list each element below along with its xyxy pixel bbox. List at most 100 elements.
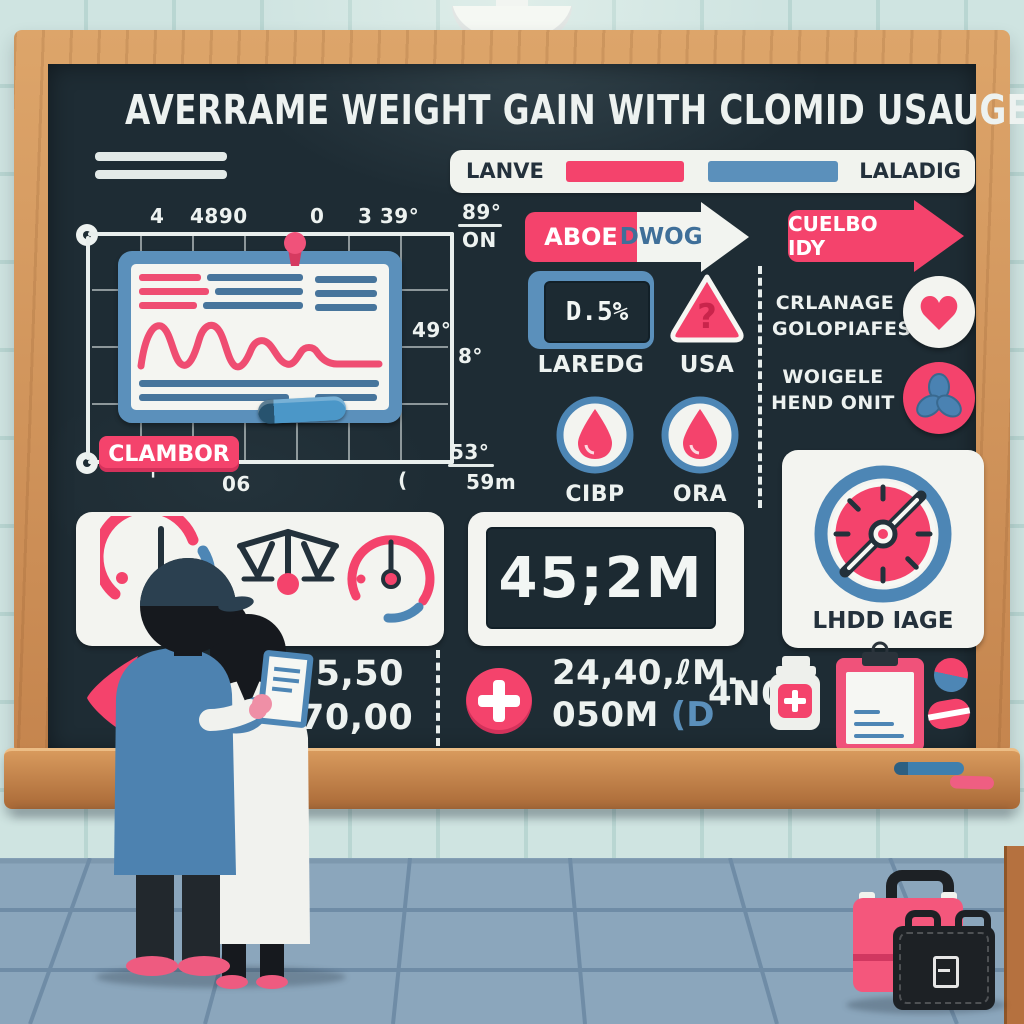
cross-icon: [784, 690, 806, 712]
gauge-icon: [814, 465, 952, 603]
chart-axis-top: [88, 232, 454, 236]
flow-arrow-stage-1: ABOE: [525, 212, 637, 262]
legend-left-label: LANVE: [466, 159, 544, 183]
display-label: LAREDG: [537, 352, 645, 378]
briefcase-icon: [893, 910, 995, 1010]
paper-line: [139, 274, 201, 281]
axis-bottom-tick: ': [150, 468, 157, 492]
gauge-b-icon: [347, 535, 435, 623]
chart-card-paper: [131, 264, 389, 410]
axis-right-value-4: 59m: [466, 470, 517, 494]
plus-icon: [478, 680, 520, 722]
axis-tick-label: 3 39°: [358, 204, 420, 228]
trend-line-icon: [137, 321, 383, 371]
main-value-display: 45;2M: [486, 527, 716, 629]
warning-triangle-icon: ?: [670, 274, 744, 343]
side-item-1-line-1: CRLANAGE: [775, 292, 895, 314]
corner-underline: [458, 224, 502, 227]
side-item-2-line-2: HEND ONIT: [771, 392, 895, 414]
plus-badge: [466, 668, 532, 734]
paper-line: [139, 302, 197, 309]
legend-blue-swatch: [708, 161, 838, 182]
axis-corner-label: ON: [462, 228, 497, 252]
warning-label: USA: [679, 352, 735, 378]
paper-line: [139, 394, 289, 401]
paper-line: [215, 288, 303, 295]
paper-line: [203, 302, 303, 309]
axis-bottom-tick: (: [398, 468, 408, 492]
legend-right-label: LALADIG: [859, 159, 961, 183]
briefcase-buckle: [933, 956, 959, 988]
man-figure: [114, 558, 269, 976]
man-hand: [252, 694, 272, 714]
people-figures: [114, 558, 314, 989]
dashed-divider-mid: [758, 266, 762, 508]
axis-bottom-tick: 06: [222, 472, 251, 496]
chart-axis-right: [450, 232, 454, 464]
title-underline-1: [95, 152, 227, 161]
marker-pen-icon: [257, 395, 347, 425]
side-item-2-line-1: WOIGELE: [782, 366, 884, 388]
drop-label-1: CIBP: [565, 482, 625, 507]
dashed-divider-bottom: [436, 650, 440, 746]
pills-badge: [903, 362, 975, 434]
heart-badge: [903, 276, 975, 348]
panel-divider: [450, 515, 463, 643]
flow-arrow-stage-2: DWOGE: [620, 212, 718, 262]
gauge-card-label: LHDD IAGE: [812, 608, 954, 634]
briefcase-handle: [955, 910, 991, 935]
clipboard-icon: [836, 641, 926, 752]
dose-line-2: 050M (D: [552, 694, 714, 736]
axis-right-value-2: 8°: [458, 344, 483, 368]
axis-tick-label: 0: [310, 204, 325, 228]
drop-label-2: ORA: [672, 482, 728, 507]
briefcase-body: [893, 926, 995, 1010]
question-mark-glyph: ?: [697, 297, 717, 337]
paper-line: [315, 290, 377, 297]
paper-line: [139, 288, 209, 295]
axis-tick-label: 4890: [190, 204, 248, 228]
paper-line: [207, 274, 303, 281]
heart-icon: [920, 296, 958, 330]
legend-bar: LANVE LALADIG: [450, 150, 975, 193]
value-pair-line-1: 5,50: [315, 654, 404, 694]
legend-pink-swatch: [566, 161, 684, 182]
handheld-clipboard-icon: [256, 650, 314, 728]
chart-axis-left: [86, 236, 90, 460]
chart-badge: CLAMBOR: [99, 436, 239, 472]
pill-bottle-icon: [768, 656, 822, 730]
paper-line: [315, 394, 377, 401]
drop-icon: [556, 396, 634, 474]
title-underline-2: [95, 170, 227, 179]
chart-axis-bottom: [88, 460, 454, 464]
axis-tick-label: 4: [150, 204, 165, 228]
axis-corner-dot-top: [76, 224, 98, 246]
briefcase-stitching: [899, 932, 989, 1004]
headline-arrow: CUELBO IDY: [788, 210, 914, 262]
bottom-corner-underline: [448, 464, 494, 467]
drop-icon: [661, 396, 739, 474]
paper-line: [315, 276, 377, 283]
side-item-1-line-2: GOLOPIAFES: [772, 318, 912, 340]
woman-sleeve: [199, 699, 261, 731]
dose-line-2-suffix: (D: [670, 695, 715, 735]
board-title: AVERRAME WEIGHT GAIN WITH CLOMID USAUGE: [125, 86, 1024, 134]
tray-chalk-icon: [949, 775, 995, 790]
paper-line: [315, 304, 377, 311]
axis-right-value-3: 53°: [450, 440, 490, 464]
paper-line: [139, 380, 379, 387]
balance-scale-icon: [237, 528, 339, 595]
axis-right-value-1: 49°: [412, 318, 452, 342]
pills-icon: [916, 373, 962, 418]
push-pin-icon: [284, 232, 306, 266]
briefcase-handle: [905, 910, 941, 935]
tray-shadow: [14, 808, 1010, 818]
door-frame-strip: [1004, 846, 1024, 1024]
axis-corner-value: 89°: [462, 200, 502, 224]
digital-display-value: D.5%: [544, 281, 650, 343]
dose-line-2-value: 050M: [552, 695, 659, 735]
tray-marker-icon: [894, 762, 964, 775]
axis-corner-dot-bottom: [76, 452, 98, 474]
value-pair-line-2: 70,00: [300, 698, 414, 738]
